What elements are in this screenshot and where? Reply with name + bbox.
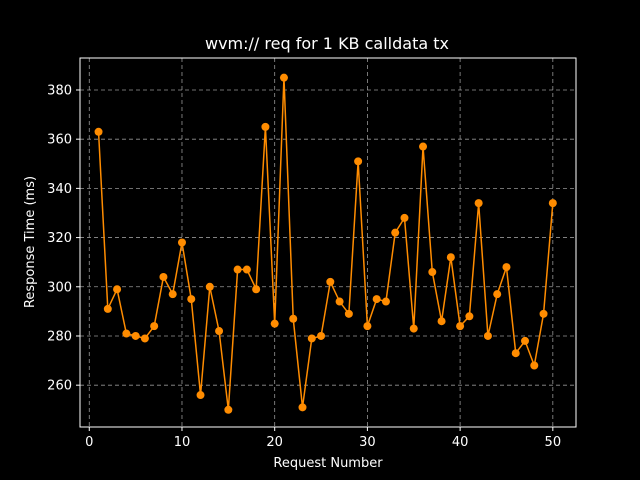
data-point [521, 336, 530, 345]
x-axis-label: Request Number [273, 456, 383, 471]
plot-frame [79, 57, 577, 428]
data-point [474, 199, 483, 208]
y-tick-label: 300 [47, 280, 72, 295]
chart-title: wvm:// req for 1 KB calldata tx [205, 34, 449, 53]
data-point [131, 331, 140, 340]
data-point [326, 277, 335, 286]
series-line [97, 77, 554, 410]
data-point [150, 322, 159, 331]
y-tick-label: 380 [47, 83, 72, 98]
x-axis-ticks: 0 10 20 30 40 50 [85, 427, 561, 450]
x-tick-label: 30 [359, 435, 376, 450]
data-point [242, 265, 251, 274]
data-point [215, 327, 224, 336]
data-point [159, 272, 168, 281]
data-point [409, 324, 418, 333]
data-point [391, 228, 400, 237]
data-point [187, 295, 196, 304]
data-point [381, 297, 390, 306]
data-point [372, 295, 381, 304]
data-point [400, 213, 409, 222]
x-tick-label: 20 [266, 435, 283, 450]
data-point [140, 334, 149, 343]
data-points [94, 73, 557, 414]
data-point [252, 285, 261, 294]
data-point [307, 334, 316, 343]
y-tick-label: 280 [47, 329, 72, 344]
data-point [419, 142, 428, 151]
data-point [502, 263, 511, 272]
data-point [168, 290, 177, 299]
data-point [205, 282, 214, 291]
x-tick-label: 50 [545, 435, 562, 450]
data-point [298, 403, 307, 412]
data-point [317, 331, 326, 340]
x-tick-label: 0 [85, 435, 93, 450]
x-tick-label: 10 [174, 435, 191, 450]
data-point [437, 317, 446, 326]
data-point [279, 73, 288, 82]
y-tick-label: 360 [47, 133, 72, 148]
data-point [122, 329, 131, 338]
data-point [493, 290, 502, 299]
y-axis-ticks: 260 280 300 320 340 360 380 [47, 83, 80, 394]
data-point [511, 349, 520, 358]
data-point [428, 268, 437, 277]
y-tick-label: 320 [47, 231, 72, 246]
x-tick-label: 40 [452, 435, 469, 450]
data-point [94, 127, 103, 136]
data-point [456, 322, 465, 331]
data-point [270, 319, 279, 328]
data-point [548, 199, 557, 208]
data-point [363, 322, 372, 331]
grid-lines [80, 58, 576, 427]
data-point [233, 265, 242, 274]
y-tick-label: 340 [47, 182, 72, 197]
data-point [196, 391, 205, 400]
data-point [261, 122, 270, 131]
y-tick-label: 260 [47, 379, 72, 394]
data-point [483, 331, 492, 340]
data-point [344, 309, 353, 318]
data-point [113, 285, 122, 294]
data-point [103, 304, 112, 313]
data-point [354, 157, 363, 166]
data-point [289, 314, 298, 323]
data-point [446, 253, 455, 262]
y-axis-label: Response Time (ms) [23, 176, 38, 308]
data-point [530, 361, 539, 370]
data-point [539, 309, 548, 318]
data-point [224, 405, 233, 414]
data-point [465, 312, 474, 321]
data-point [177, 238, 186, 247]
data-point [335, 297, 344, 306]
